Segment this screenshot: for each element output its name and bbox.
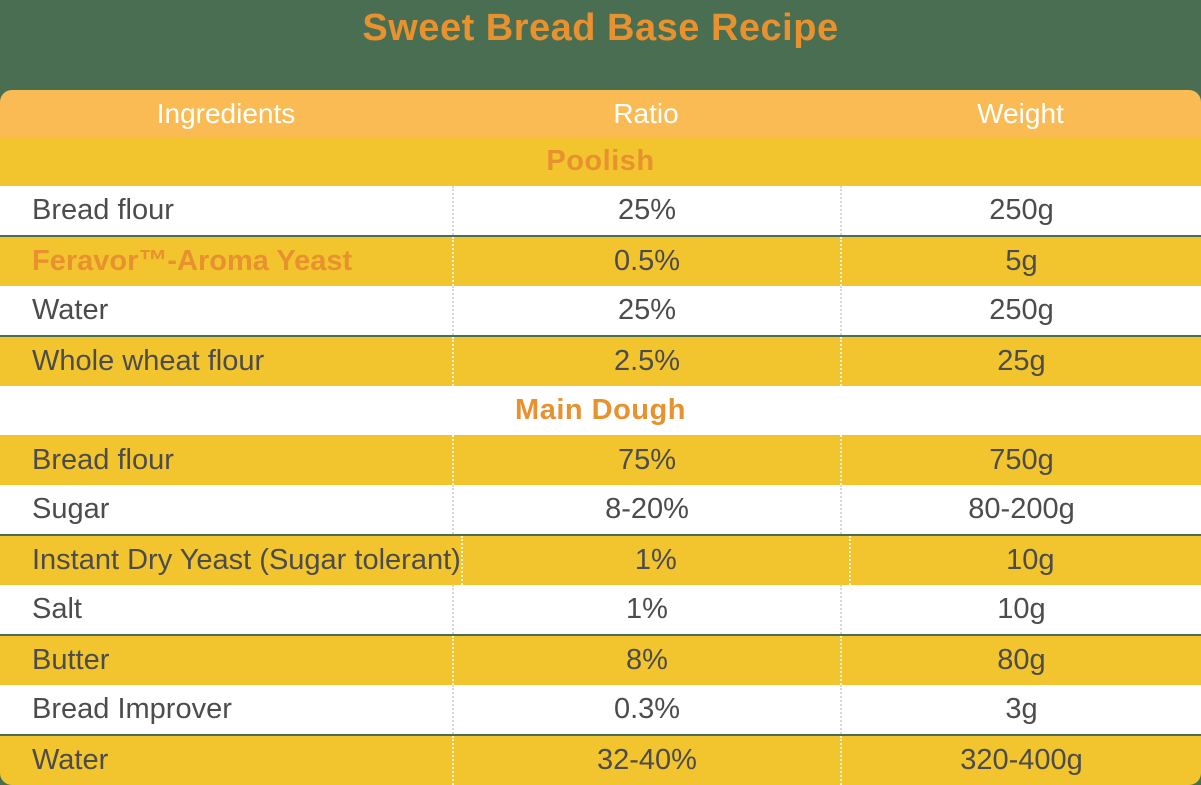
ratio-cell: 1% <box>452 584 840 634</box>
column-header-ratio: Ratio <box>613 97 679 129</box>
ingredient-cell: Bread flour <box>32 194 174 227</box>
ratio-cell: 32-40% <box>452 735 840 785</box>
ratio-cell: 25% <box>452 186 840 236</box>
weight-cell: 250g <box>840 186 1201 236</box>
weight-cell: 25g <box>840 337 1201 387</box>
weight-cell: 320-400g <box>840 735 1201 785</box>
table-row: Salt 1% 10g <box>0 584 1201 636</box>
ratio-cell: 75% <box>452 435 840 485</box>
table-header-row: Ingredients Ratio Weight <box>0 90 1201 137</box>
ratio-cell: 8-20% <box>452 484 840 534</box>
column-header-weight: Weight <box>977 97 1064 129</box>
ingredient-cell: Salt <box>32 592 82 625</box>
table-row: Sugar 8-20% 80-200g <box>0 484 1201 536</box>
ingredient-cell: Butter <box>32 643 110 676</box>
section-label: Main Dough <box>515 394 686 427</box>
table-row: Water 25% 250g <box>0 286 1201 338</box>
table-row: Butter 8% 80g <box>0 635 1201 685</box>
table-row: Water 32-40% 320-400g <box>0 735 1201 785</box>
weight-cell: 250g <box>840 286 1201 336</box>
weight-cell: 80-200g <box>840 484 1201 534</box>
ingredient-cell: Water <box>32 294 109 327</box>
ingredient-cell: Instant Dry Yeast (Sugar tolerant) <box>32 543 461 576</box>
table-row: Bread Improver 0.3% 3g <box>0 684 1201 736</box>
ingredient-cell: Water <box>32 743 109 776</box>
column-header-ingredients: Ingredients <box>156 97 296 129</box>
weight-cell: 80g <box>840 635 1201 685</box>
ingredient-cell: Bread flour <box>32 443 174 476</box>
table-row: Instant Dry Yeast (Sugar tolerant) 1% 10g <box>0 535 1201 585</box>
weight-cell: 10g <box>848 535 1201 585</box>
recipe-table: Ingredients Ratio Weight Poolish Bread fl… <box>0 90 1201 785</box>
table-row: Whole wheat flour 2.5% 25g <box>0 337 1201 387</box>
table-row: Bread flour 25% 250g <box>0 186 1201 238</box>
weight-cell: 10g <box>840 584 1201 634</box>
table-row: Feravor™-Aroma Yeast 0.5% 5g <box>0 237 1201 287</box>
weight-cell: 750g <box>840 435 1201 485</box>
table-row: Bread flour 75% 750g <box>0 435 1201 485</box>
ratio-cell: 1% <box>460 535 849 585</box>
ratio-cell: 0.3% <box>452 684 840 734</box>
ratio-cell: 8% <box>452 635 840 685</box>
ingredient-cell: Feravor™-Aroma Yeast <box>32 245 353 278</box>
page-title: Sweet Bread Base Recipe <box>362 7 839 49</box>
ingredient-cell: Bread Improver <box>32 692 232 725</box>
weight-cell: 5g <box>840 237 1201 287</box>
weight-cell: 3g <box>840 684 1201 734</box>
title-bar: Sweet Bread Base Recipe <box>0 0 1201 90</box>
ingredient-cell: Whole wheat flour <box>32 345 265 378</box>
section-row-main-dough: Main Dough <box>0 386 1201 436</box>
section-row-poolish: Poolish <box>0 137 1201 187</box>
ratio-cell: 2.5% <box>452 337 840 387</box>
ingredient-cell: Sugar <box>32 492 110 525</box>
ratio-cell: 0.5% <box>452 237 840 287</box>
section-label: Poolish <box>546 145 655 178</box>
ratio-cell: 25% <box>452 286 840 336</box>
